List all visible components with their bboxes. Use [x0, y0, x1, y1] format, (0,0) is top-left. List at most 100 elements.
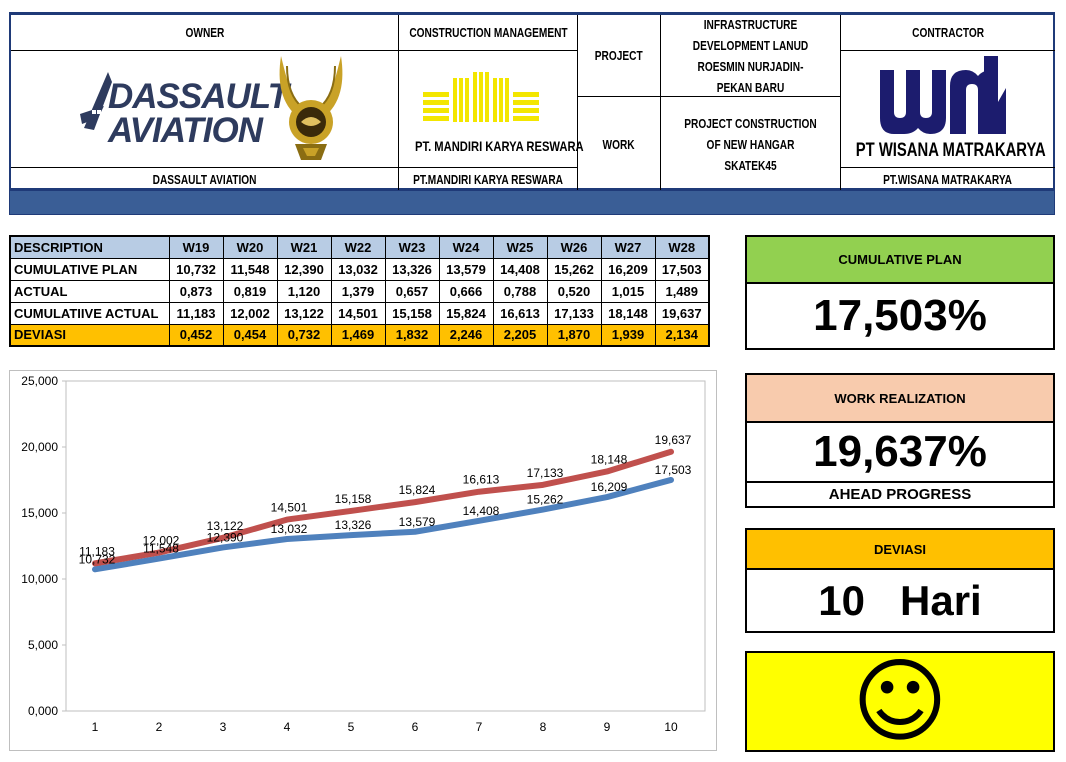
table-row-cumulative-actual: CUMULATIIVE ACTUAL 11,183 12,002 13,122 …	[9, 301, 710, 325]
table-cell: 0,657	[384, 279, 440, 303]
row-label: CUMULATIVE PLAN	[9, 257, 170, 281]
table-cell: 1,832	[384, 323, 440, 347]
table-cell: 14,501	[330, 301, 386, 325]
table-cell: 18,148	[600, 301, 656, 325]
table-cell: 13,326	[384, 257, 440, 281]
work-realization-title: WORK REALIZATION	[745, 373, 1055, 423]
table-cell: 10,732	[168, 257, 224, 281]
table-row-cumulative-plan: CUMULATIVE PLAN 10,732 11,548 12,390 13,…	[9, 257, 710, 281]
row-label: ACTUAL	[9, 279, 170, 303]
table-cell: 2,134	[654, 323, 710, 347]
table-header-cell: W24	[438, 235, 494, 259]
work-value: PROJECT CONSTRUCTION OF NEW HANGAR SKATE…	[684, 115, 817, 173]
cm-label-cell: CONSTRUCTION MANAGEMENT	[399, 15, 578, 51]
table-cell: 0,732	[276, 323, 332, 347]
data-label: 17,503	[655, 463, 692, 477]
table-cell: 1,379	[330, 279, 386, 303]
progress-status: AHEAD PROGRESS	[745, 483, 1055, 508]
series-line-1	[92, 448, 674, 567]
cm-name-cell: PT.MANDIRI KARYA RESWARA	[399, 168, 578, 191]
air-force-emblem-icon	[279, 56, 343, 160]
table-cell: 13,032	[330, 257, 386, 281]
owner-name: DASSAULT AVIATION	[152, 172, 257, 187]
deviasi-title: DEVIASI	[745, 528, 1055, 570]
progress-line-chart: 0,000 5,000 10,000 15,000 20,000 25,000 1 2 3 4 5 6…	[21, 374, 706, 734]
table-cell: 0,454	[222, 323, 278, 347]
table-cell: 0,666	[438, 279, 494, 303]
header-divider-bar	[9, 190, 1055, 215]
contractor-name: PT.WISANA MATRAKARYA	[883, 172, 1013, 187]
wmk-logo	[880, 56, 1006, 138]
contractor-label-cell: CONTRACTOR	[841, 15, 1055, 51]
table-header-cell: W22	[330, 235, 386, 259]
work-label-cell: WORK	[578, 97, 661, 191]
table-row-actual: ACTUAL 0,873 0,819 1,120 1,379 0,657 0,6…	[9, 279, 710, 303]
progress-chart-frame	[9, 370, 717, 751]
data-label: 14,408	[463, 504, 500, 518]
project-value-cell: INFRASTRUCTURE DEVELOPMENT LANUD ROESMIN…	[661, 15, 841, 97]
data-label: 10,732	[79, 552, 116, 566]
row-label: DEVIASI	[9, 323, 170, 347]
cm-label: CONSTRUCTION MANAGEMENT	[408, 25, 568, 40]
row-label: CUMULATIIVE ACTUAL	[9, 301, 170, 325]
project-label: PROJECT	[595, 48, 643, 63]
data-label: 18,148	[591, 452, 628, 466]
dassault-logo-text: DASSAULT AVIATION	[108, 77, 289, 150]
table-cell: 13,122	[276, 301, 332, 325]
table-cell: 0,520	[546, 279, 602, 303]
x-tick-label: 7	[476, 720, 483, 734]
smiley-face-icon: ☺	[852, 647, 948, 755]
table-cell: 11,548	[222, 257, 278, 281]
data-label: 11,183	[79, 544, 115, 558]
table-cell: 17,503	[654, 257, 710, 281]
data-label: 13,122	[207, 519, 244, 533]
data-label: 15,262	[527, 493, 564, 507]
table-cell: 1,489	[654, 279, 710, 303]
x-tick-label: 9	[604, 720, 611, 734]
x-tick-label: 3	[220, 720, 227, 734]
data-label: 17,133	[527, 466, 564, 480]
mandiri-karya-logo-text: PT. MANDIRI KARYA RESWARA	[415, 138, 584, 154]
contractor-name-cell: PT.WISANA MATRAKARYA	[841, 168, 1055, 191]
work-realization-value: 19,637%	[745, 423, 1055, 483]
table-cell: 16,209	[600, 257, 656, 281]
x-tick-label: 10	[664, 720, 678, 734]
table-header-cell: W21	[276, 235, 332, 259]
table-cell: 15,158	[384, 301, 440, 325]
table-cell: 17,133	[546, 301, 602, 325]
work-label: WORK	[602, 136, 636, 152]
work-value-cell: PROJECT CONSTRUCTION OF NEW HANGAR SKATE…	[661, 97, 841, 191]
owner-name-cell: DASSAULT AVIATION	[11, 168, 399, 191]
data-label: 13,032	[271, 522, 308, 536]
table-cell: 1,469	[330, 323, 386, 347]
table-cell: 16,613	[492, 301, 548, 325]
data-label: 16,209	[591, 480, 628, 494]
series-line-0	[92, 476, 674, 573]
owner-label-cell: OWNER	[11, 15, 399, 51]
table-header-cell: W27	[600, 235, 656, 259]
y-tick-label: 25,000	[21, 374, 58, 388]
dassault-logo-wordmark: DASSAULT AVIATION	[108, 77, 289, 150]
table-cell: 2,205	[492, 323, 548, 347]
table-cell: 12,390	[276, 257, 332, 281]
x-tick-label: 5	[348, 720, 355, 734]
y-tick-label: 10,000	[21, 572, 58, 586]
x-tick-label: 2	[156, 720, 163, 734]
table-cell: 1,870	[546, 323, 602, 347]
x-tick-label: 4	[284, 720, 291, 734]
data-label: 15,824	[399, 483, 436, 497]
table-cell: 1,015	[600, 279, 656, 303]
y-tick-label: 15,000	[21, 506, 58, 520]
y-tick-label: 20,000	[21, 440, 58, 454]
cm-name: PT.MANDIRI KARYA RESWARA	[413, 172, 563, 187]
progress-table: DESCRIPTION W19 W20 W21 W22 W23 W24 W25 …	[9, 235, 710, 347]
table-cell: 1,939	[600, 323, 656, 347]
wmk-logo-mark	[880, 56, 1006, 134]
data-label: 12,390	[207, 530, 244, 544]
status-smiley-box: ☺	[745, 651, 1055, 752]
owner-label: OWNER	[185, 25, 224, 40]
table-cell: 13,579	[438, 257, 494, 281]
y-tick-label: 5,000	[28, 638, 58, 652]
table-cell: 19,637	[654, 301, 710, 325]
cumulative-plan-value: 17,503%	[745, 284, 1055, 350]
